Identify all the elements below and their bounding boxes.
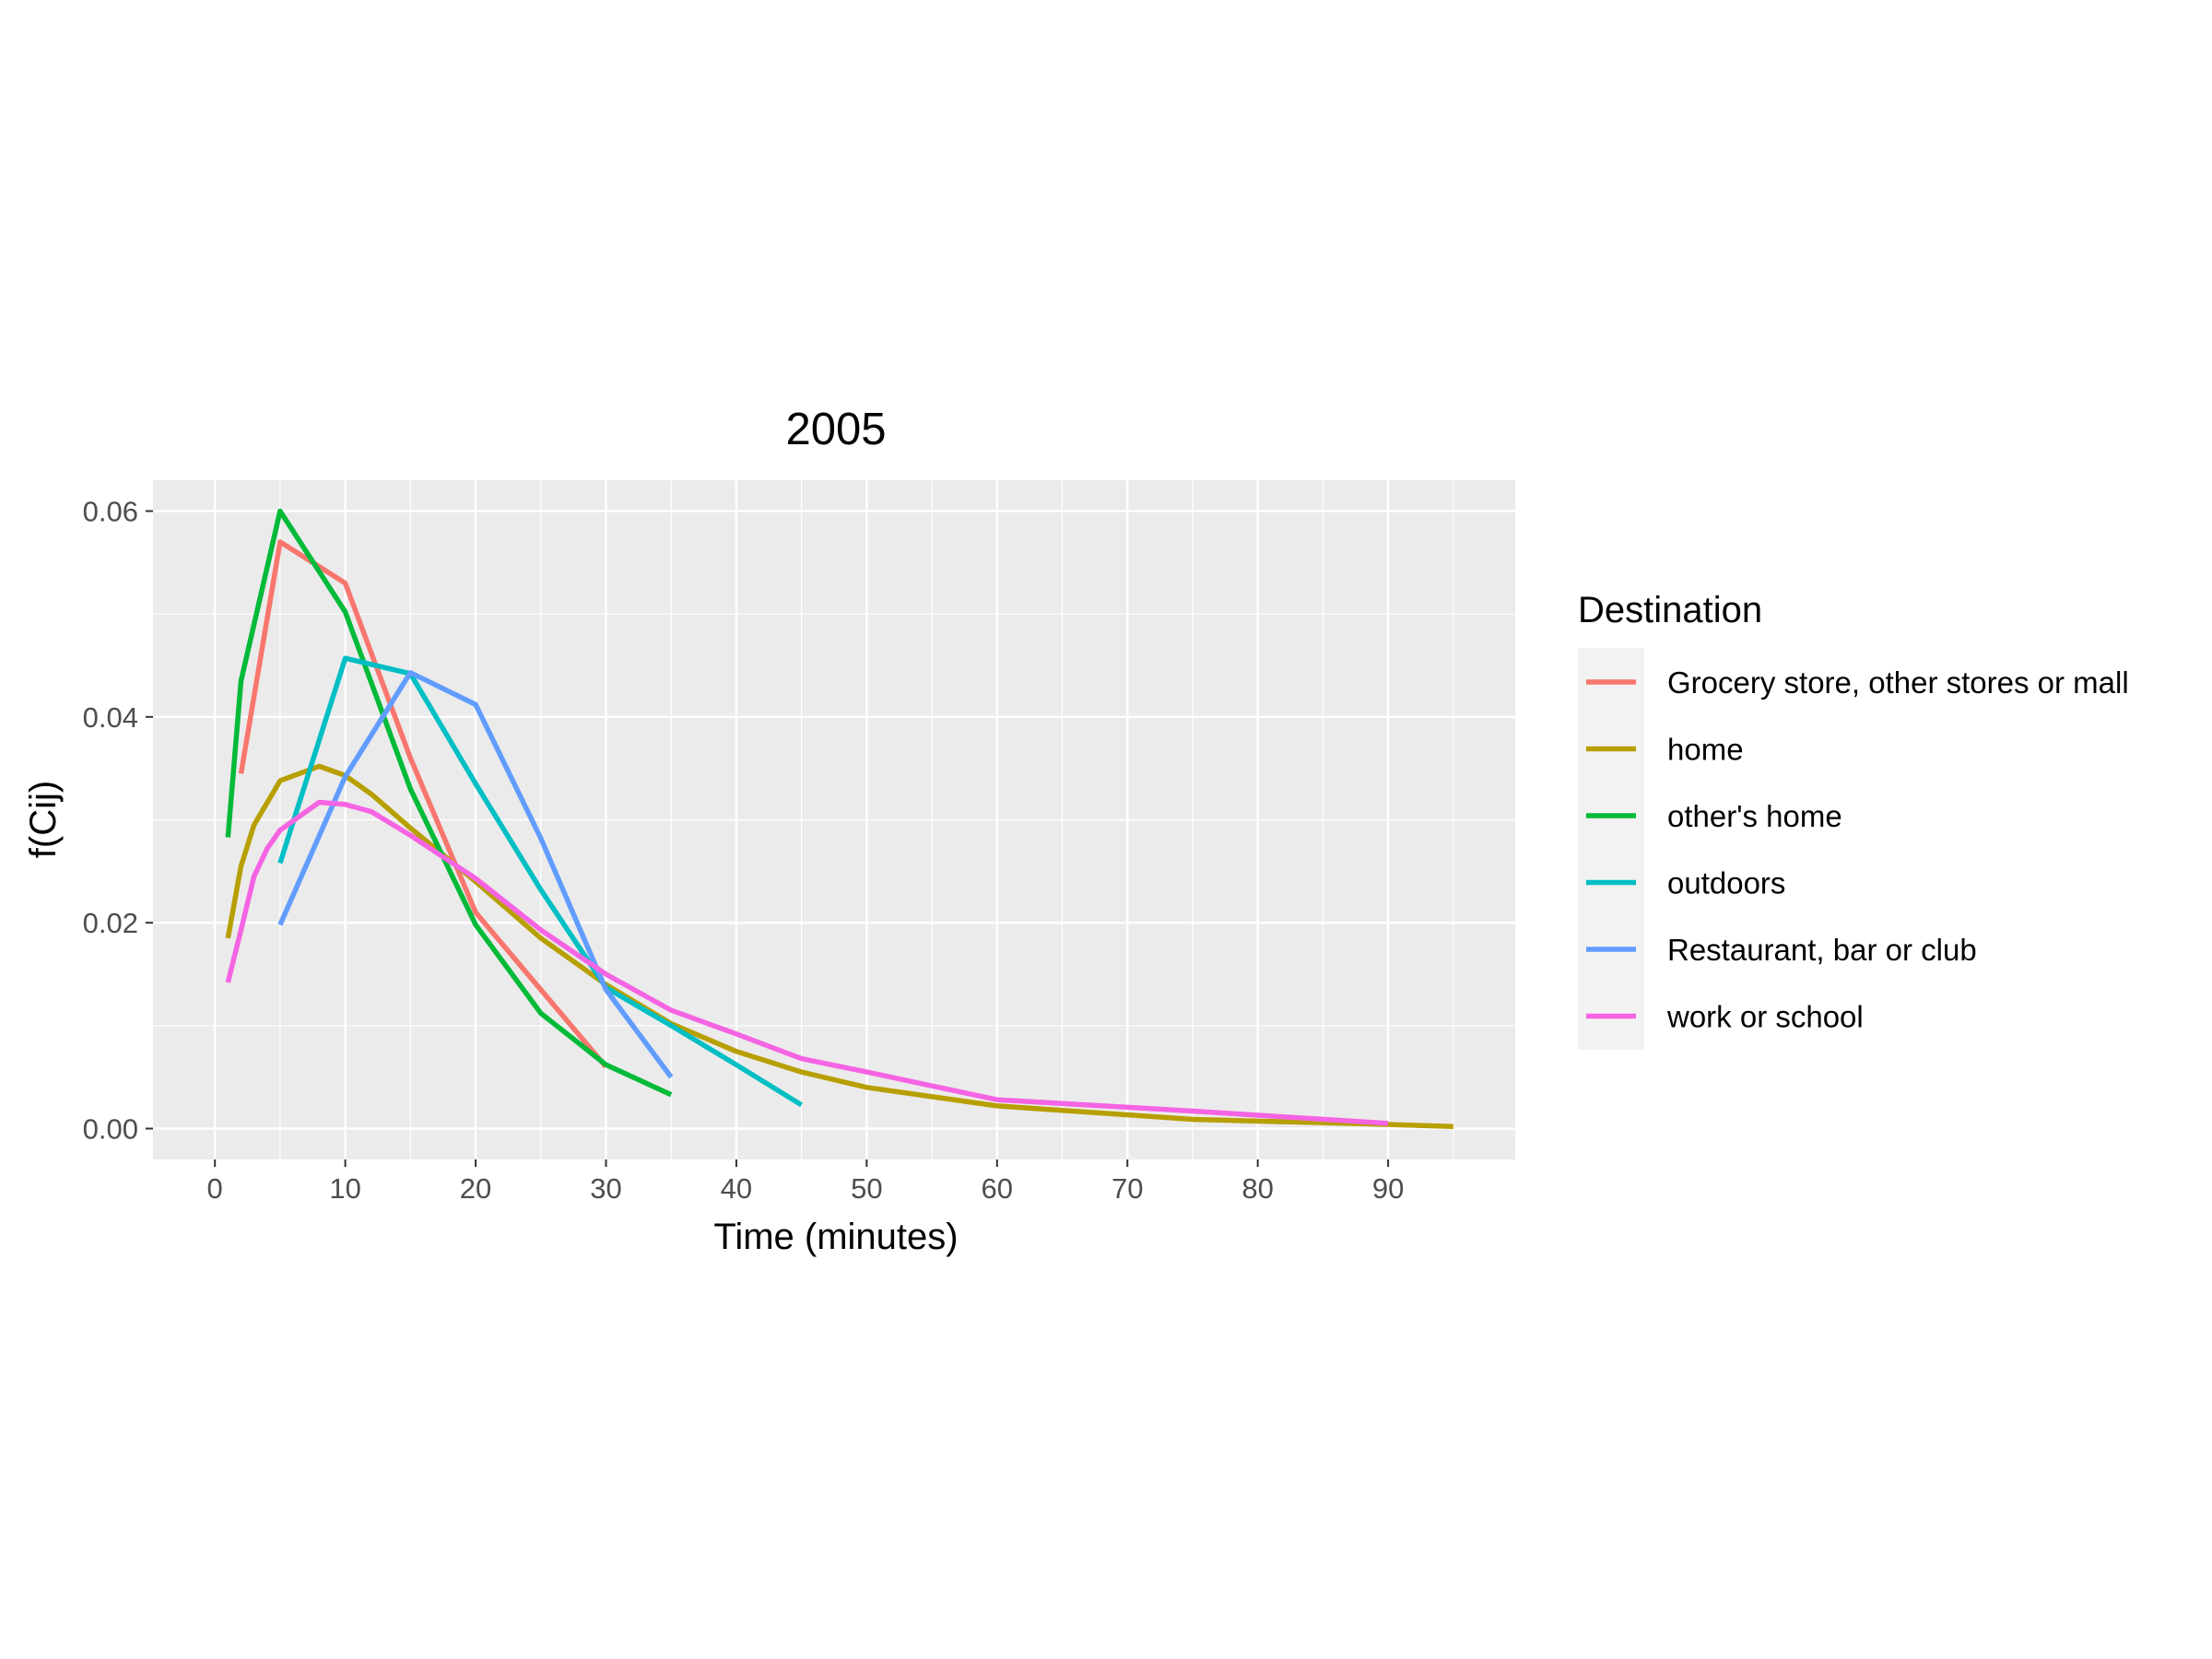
legend-items: Grocery store, other stores or mall home o… — [1586, 665, 2129, 1034]
series-line-0 — [238, 539, 608, 1069]
legend-label: Grocery store, other stores or mall — [1667, 665, 2129, 700]
x-tick-label: 70 — [1112, 1172, 1143, 1205]
series-line-3 — [277, 655, 804, 1108]
legend-label: work or school — [1666, 1000, 1864, 1034]
y-tick-label: 0.02 — [83, 907, 138, 939]
legend-label: other's home — [1667, 799, 1842, 833]
y-tick-label: 0.00 — [83, 1113, 138, 1146]
y-tick-label: 0.04 — [83, 701, 138, 734]
x-axis: 0 10 20 30 40 50 60 70 80 90 — [207, 1159, 1404, 1205]
legend-label: home — [1667, 733, 1744, 767]
x-tick-label: 20 — [460, 1172, 491, 1205]
major-gridlines — [153, 480, 1515, 1159]
x-tick-label: 40 — [721, 1172, 752, 1205]
x-axis-title: Time (minutes) — [713, 1217, 958, 1257]
series-line-5 — [225, 799, 1389, 1126]
x-tick-label: 0 — [207, 1172, 223, 1205]
x-tick-label: 30 — [590, 1172, 621, 1205]
minor-gridlines — [153, 480, 1515, 1159]
x-tick-label: 90 — [1372, 1172, 1404, 1205]
x-tick-label: 50 — [851, 1172, 882, 1205]
legend-title: Destination — [1578, 590, 1762, 630]
series-lines — [225, 508, 1453, 1130]
x-tick-label: 60 — [982, 1172, 1013, 1205]
series-line-1 — [225, 763, 1453, 1130]
legend-label: Restaurant, bar or club — [1667, 933, 1977, 967]
legend-label: outdoors — [1667, 866, 1785, 900]
legend: Destination Grocery store, other stores … — [1578, 590, 2129, 1050]
y-tick-label: 0.06 — [83, 496, 138, 528]
series-line-4 — [277, 670, 674, 1079]
x-tick-label: 10 — [329, 1172, 360, 1205]
y-axis: 0.00 0.02 0.04 0.06 — [83, 496, 153, 1146]
x-tick-label: 80 — [1241, 1172, 1273, 1205]
y-axis-title: f(Cij) — [23, 781, 64, 858]
legend-key-background — [1578, 648, 1644, 1050]
chart-title: 2005 — [785, 405, 886, 454]
series-line-2 — [225, 508, 673, 1098]
